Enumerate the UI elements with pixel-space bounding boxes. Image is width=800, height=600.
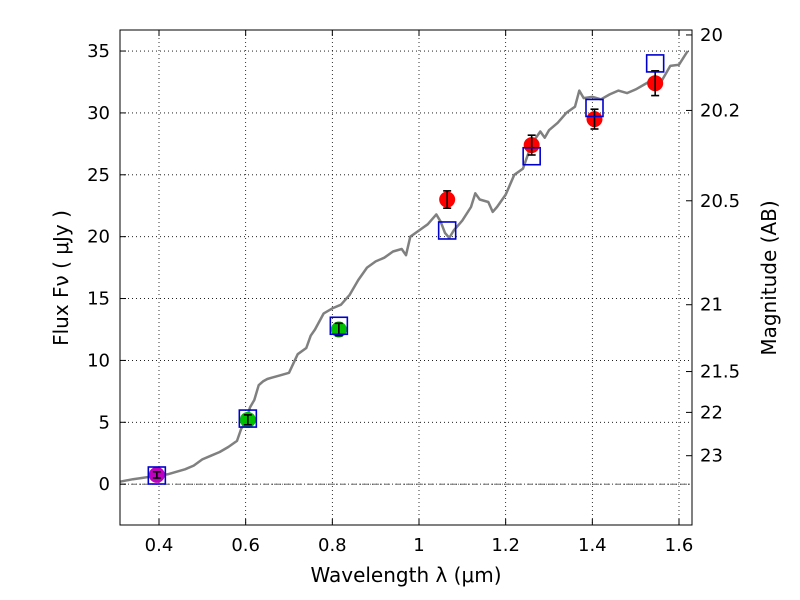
- x-tick-label: 1: [413, 535, 424, 556]
- model-photometry-square: [437, 221, 457, 240]
- x-tick-label: 0.8: [318, 535, 347, 556]
- magnitude-tick-label: 20: [700, 25, 723, 46]
- y-tick-label: 15: [87, 289, 110, 310]
- x-axis-label: Wavelength λ (μm): [310, 563, 501, 587]
- y-axis-label: Flux Fν ( μJy ): [49, 210, 73, 346]
- grid-lines: [120, 30, 692, 525]
- x-tick-label: 1.6: [665, 535, 694, 556]
- model-photometry-square: [238, 409, 258, 428]
- model-photometry-square: [147, 466, 167, 485]
- y-tick-label: 20: [87, 227, 110, 248]
- magnitude-tick-label: 21: [700, 295, 723, 316]
- magnitude-tick-label: 20.2: [700, 100, 740, 121]
- y-tick-label: 35: [87, 41, 110, 62]
- right-axis-label: Magnitude (AB): [757, 200, 781, 355]
- y-tick-label: 30: [87, 103, 110, 124]
- y-tick-label: 10: [87, 350, 110, 371]
- x-tick-label: 1.2: [491, 535, 520, 556]
- x-tick-label: 0.6: [231, 535, 260, 556]
- magnitude-tick-label: 23: [700, 446, 723, 467]
- model-photometry-square: [645, 54, 665, 73]
- plot-frame: [119, 29, 693, 526]
- y-tick-label: 25: [87, 165, 110, 186]
- magnitude-tick-label: 20.5: [700, 191, 740, 212]
- data-series: [147, 54, 665, 485]
- axis-ticks: 0.4 0.6 0.8 1 1.2 1.4 1.6 0 5 10 15 20 25 30 35 20 20.2 2…: [87, 25, 740, 556]
- y-tick-label: 5: [99, 412, 110, 433]
- x-tick-label: 1.4: [578, 535, 607, 556]
- model-photometry-square: [585, 98, 604, 118]
- magnitude-tick-label: 22: [700, 402, 723, 423]
- magnitude-tick-label: 21.5: [700, 362, 740, 383]
- model-photometry-square: [522, 146, 541, 166]
- model-spectrum-line: [119, 50, 689, 483]
- model-spectrum: [119, 50, 689, 483]
- model-photometry-square: [329, 316, 349, 336]
- x-tick-label: 0.4: [145, 535, 174, 556]
- y-tick-label: 0: [99, 474, 110, 495]
